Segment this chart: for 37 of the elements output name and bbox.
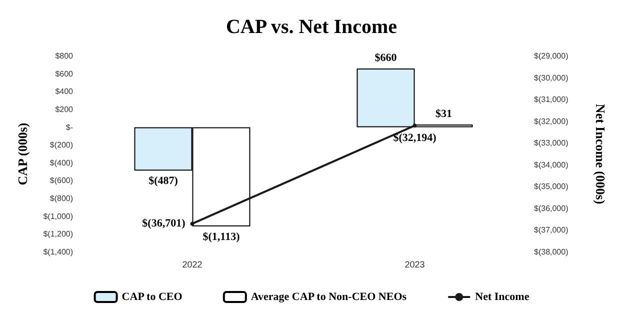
data-label: $(36,701) bbox=[142, 218, 186, 230]
y-tick-label: $200 bbox=[55, 104, 74, 114]
y-tick-label: $(400) bbox=[50, 158, 74, 168]
y-tick-label: $- bbox=[66, 122, 74, 132]
y-tick-label: $(800) bbox=[50, 194, 74, 204]
data-label: $31 bbox=[436, 108, 452, 120]
y-tick-label: $400 bbox=[55, 87, 74, 96]
y-tick-label: $(1,400) bbox=[43, 248, 74, 256]
y-tick-label: $(600) bbox=[50, 176, 74, 186]
y2-tick-label: $(31,000) bbox=[534, 95, 569, 104]
y2-tick-label: $(37,000) bbox=[534, 226, 569, 235]
legend-label: Average CAP to Non-CEO NEOs bbox=[250, 291, 408, 303]
y2-axis-title: Net Income (000s) bbox=[593, 104, 608, 204]
y-tick-label: $600 bbox=[55, 69, 74, 78]
data-label: $(487) bbox=[148, 175, 178, 188]
legend-label: Net Income bbox=[475, 291, 530, 303]
y-axis-title: CAP (000s) bbox=[15, 122, 30, 186]
bar bbox=[356, 68, 415, 128]
y2-tick-label: $(33,000) bbox=[534, 138, 569, 148]
x-tick-label: 2023 bbox=[404, 260, 425, 270]
data-label: $660 bbox=[374, 52, 398, 64]
y2-tick-label: $(36,000) bbox=[534, 204, 569, 213]
y2-tick-label: $(34,000) bbox=[534, 160, 569, 170]
y-tick-label: $(1,200) bbox=[43, 230, 74, 239]
legend-label: CAP to CEO bbox=[122, 291, 183, 303]
x-tick-label: 2022 bbox=[182, 260, 202, 270]
y-tick-label: $(200) bbox=[50, 140, 74, 150]
y-tick-label: $(1,000) bbox=[43, 212, 74, 221]
data-label: $(1,113) bbox=[202, 230, 240, 243]
y2-tick-label: $(32,000) bbox=[534, 116, 569, 126]
y2-tick-label: $(35,000) bbox=[534, 182, 569, 192]
data-label: $(32,194) bbox=[393, 132, 437, 144]
y2-tick-label: $(30,000) bbox=[534, 73, 569, 82]
y2-tick-label: $(29,000) bbox=[534, 52, 569, 60]
chart-title: CAP vs. Net Income bbox=[226, 16, 398, 38]
y-tick-label: $800 bbox=[55, 52, 74, 60]
y2-tick-label: $(38,000) bbox=[534, 248, 569, 256]
